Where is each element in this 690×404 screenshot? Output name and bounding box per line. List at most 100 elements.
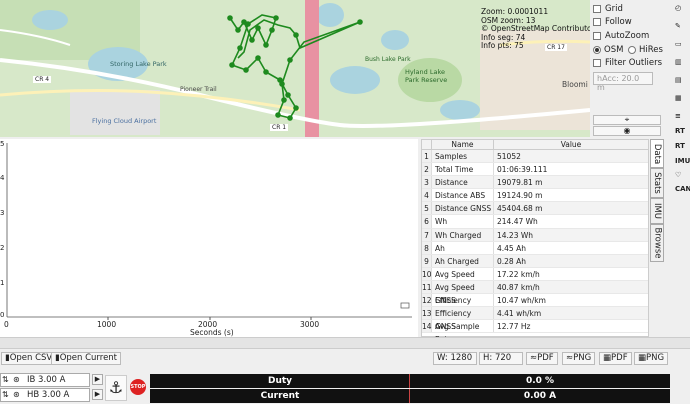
table-row[interactable]: 1 Samples 51052 [422,150,648,164]
header-value[interactable]: Value [560,140,582,149]
stepper-icon[interactable]: ⇅ [2,375,9,384]
table-row[interactable]: 7 Wh Charged 14.23 Wh [422,228,648,242]
heart-icon[interactable]: ♡ [675,171,682,179]
current-center-line [409,389,410,403]
map-info-seg: Info seg: 74 [481,32,526,42]
row-value: 17.22 km/h [497,269,540,279]
stats-table[interactable]: Name Value 1 Samples 51052 2 Total Time 01:06… [421,139,649,344]
row-value: 12.77 Hz [497,322,531,332]
checkbox-box[interactable] [593,18,601,26]
table-row[interactable]: 12 Efficiency 10.47 wh/km [422,294,648,308]
gauge-icon[interactable]: ◴ [675,4,682,12]
height-input[interactable]: H: 720 [479,352,523,365]
radio-dot[interactable] [628,46,636,54]
rt-app-icon[interactable]: RT [675,142,685,150]
table-row[interactable]: 10 Avg Speed 17.22 km/h [422,267,648,281]
tab-browse[interactable]: Browse [650,224,664,262]
header-name[interactable]: Name [432,140,494,149]
rt-icon[interactable]: RT [675,127,685,135]
hacc-input[interactable]: hAcc: 20.0 m [593,72,653,92]
table-row[interactable]: 2 Total Time 01:06:39.111 [422,163,648,177]
autozoom-checkbox[interactable]: AutoZoom [593,31,649,41]
table-row[interactable]: 11 Avg Speed GNSS 40.87 km/h [422,280,648,305]
imu-icon[interactable]: IMU [675,157,690,165]
hb-apply-button[interactable]: ▶ [92,389,103,400]
row-name: Avg Speed GNSS [432,280,494,305]
follow-checkbox[interactable]: Follow [593,17,632,27]
table-row[interactable]: 6 Wh 214.47 Wh [422,215,648,229]
map-label-storing: Storing Lake Park [110,60,167,68]
radio-dot[interactable] [593,46,601,54]
table-row[interactable]: 8 Ah 4.45 Ah [422,241,648,255]
tab-stats[interactable]: Stats [650,168,664,198]
table-row[interactable]: 13 Efficiency GNSS 4.41 wh/km [422,307,648,331]
hires-radio[interactable]: HiRes [628,45,663,55]
map-label-cr17: CR 17 [545,44,567,51]
map-view[interactable]: Storing Lake Park CR 4 Pioneer Trail Fly… [0,0,590,137]
terminal-icon[interactable]: ▤ [675,76,682,84]
row-name: Avg Speed [432,267,494,280]
grid-checkbox[interactable]: Grid [593,4,623,14]
table-row[interactable]: 9 Ah Charged 0.28 Ah [422,254,648,268]
row-value: 10.47 wh/km [497,296,546,306]
filter-outliers-checkbox[interactable]: Filter Outliers [593,58,662,68]
row-index: 3 [422,176,432,189]
table-row[interactable]: 5 Distance GNSS 45404.68 m [422,202,648,216]
row-name: Ah Charged [432,254,494,267]
table-row[interactable]: 4 Distance ABS 19124.90 m [422,189,648,203]
tab-imu[interactable]: IMU [650,198,664,224]
row-name: Wh Charged [432,228,494,241]
table-row[interactable]: 3 Distance 19079.81 m [422,176,648,190]
export-pdf-button[interactable]: ≈PDF [526,352,558,365]
row-value: 45404.68 m [497,204,543,214]
anchor-button[interactable]: ⚓ [105,375,127,401]
row-index: 4 [422,189,432,202]
hb-current-input[interactable]: HB 3.00 A [0,388,90,402]
data-plot[interactable]: 5 4 3 2 1 0 0 1000 2000 3000 Seconds (s) [0,139,418,337]
row-name: Distance ABS [432,189,494,202]
can-icon[interactable]: CAN [675,185,690,193]
row-value: 19124.90 m [497,191,543,201]
row-index: 12 [422,294,432,307]
row-index: 10 [422,267,432,280]
map-canvas [0,0,590,137]
stop-button[interactable]: STOP [130,379,146,395]
wave-icon: ≈ [566,353,574,363]
crosshair-icon: ⌖ [624,115,630,124]
list-icon[interactable]: ≡ [675,112,681,120]
right-toolbar: ◴ ✎ ▭ ▥ ▤ ▦ ≡ RT RT IMU ♡ CAN [672,0,690,337]
checkbox-box[interactable] [593,32,601,40]
width-input[interactable]: W: 1280 [433,352,477,365]
splitter[interactable] [0,337,690,349]
y-tick-4: 4 [0,174,5,182]
chart-icon[interactable]: ▥ [675,58,682,66]
export-map-png-button[interactable]: ▦PNG [634,352,669,365]
gear-icon[interactable]: ⊛ [13,390,20,399]
grid-icon[interactable]: ▦ [675,94,682,102]
map-label-hyland: Hyland Lake Park Reserve [405,68,448,84]
export-map-pdf-button[interactable]: ▦PDF [599,352,632,365]
row-index: 6 [422,215,432,228]
locate-button[interactable]: ◉ [593,126,661,136]
log-toolbar: ▮Open CSV ▮Open Current W: 1280 H: 720 ≈… [0,350,690,370]
play-icon: ▶ [94,375,101,383]
ib-current-input[interactable]: IB 3.00 A [0,373,90,387]
checkbox-box[interactable] [593,59,601,67]
checkbox-box[interactable] [593,5,601,13]
tab-data[interactable]: Data [650,139,664,168]
open-csv-button[interactable]: ▮Open CSV [1,352,57,365]
center-button[interactable]: ⌖ [593,115,661,125]
x-tick-3000: 3000 [300,320,320,329]
export-png-button[interactable]: ≈PNG [562,352,596,365]
open-current-button[interactable]: ▮Open Current [51,352,122,365]
x-tick-0: 0 [4,320,9,329]
wrench-icon[interactable]: ✎ [675,22,681,30]
gear-icon[interactable]: ⊛ [13,375,20,384]
remote-icon[interactable]: ▭ [675,40,682,48]
x-tick-1000: 1000 [97,320,117,329]
osm-radio[interactable]: OSM [593,45,623,55]
stepper-icon[interactable]: ⇅ [2,390,9,399]
ib-apply-button[interactable]: ▶ [92,374,103,385]
y-tick-5: 5 [0,140,5,148]
